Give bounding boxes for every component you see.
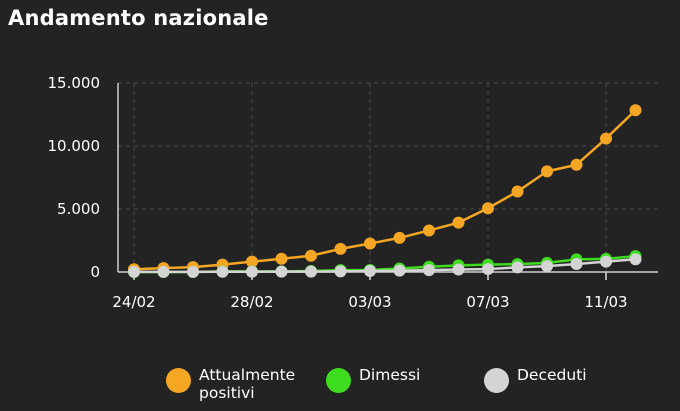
data-point-deceduti	[511, 261, 524, 274]
legend-swatch-deceduti	[484, 368, 509, 393]
legend-swatch-attualmente-positivi	[166, 368, 191, 393]
data-point-deceduti	[275, 265, 288, 278]
data-point-deceduti	[187, 265, 199, 278]
legend-item-dimessi[interactable]: Dimessi	[326, 366, 420, 393]
data-point-attualmente-positivi	[482, 202, 494, 215]
x-tick-label: 07/03	[466, 293, 509, 311]
data-point-attualmente-positivi	[600, 132, 612, 145]
data-point-attualmente-positivi	[305, 249, 317, 262]
legend-label-dimessi: Dimessi	[359, 366, 421, 384]
data-point-deceduti	[157, 265, 170, 278]
legend-item-attualmente-positivi[interactable]: Attualmente positivi	[166, 366, 309, 402]
data-point-deceduti	[216, 265, 229, 278]
data-point-attualmente-positivi	[570, 158, 583, 171]
data-point-attualmente-positivi	[452, 216, 465, 229]
series-deceduti	[128, 253, 642, 278]
legend: Attualmente positivi Dimessi Deceduti	[0, 362, 680, 411]
series-attualmente-positivi	[128, 104, 642, 276]
data-point-deceduti	[334, 265, 347, 278]
data-point-deceduti	[452, 263, 465, 276]
series-layer	[128, 104, 642, 278]
data-point-deceduti	[541, 260, 553, 273]
y-tick-label: 10.000	[48, 137, 101, 155]
x-tick-label: 11/03	[584, 293, 627, 311]
data-point-attualmente-positivi	[334, 242, 347, 255]
series-line-attualmente-positivi	[133, 109, 637, 271]
data-point-deceduti	[364, 265, 376, 278]
axis-layer: 15.000 10.000 5.000 0 24/02 28/02 03/03 07/03 11…	[48, 74, 658, 311]
data-point-deceduti	[570, 258, 583, 271]
data-point-deceduti	[246, 265, 258, 278]
grid-layer	[118, 82, 658, 272]
chart-title: Andamento nazionale	[8, 6, 269, 30]
x-tick-label: 28/02	[230, 293, 273, 311]
x-tick-label: 24/02	[112, 293, 155, 311]
data-point-deceduti	[600, 255, 612, 268]
data-point-deceduti	[629, 253, 642, 266]
line-chart: 15.000 10.000 5.000 0 24/02 28/02 03/03 07/03 11…	[48, 74, 658, 311]
y-tick-label: 15.000	[48, 74, 101, 92]
x-tick-label: 03/03	[348, 293, 391, 311]
legend-label-deceduti: Deceduti	[517, 366, 587, 384]
y-tick-label: 0	[90, 263, 100, 281]
data-point-attualmente-positivi	[246, 255, 258, 268]
data-point-attualmente-positivi	[541, 165, 553, 178]
legend-item-deceduti[interactable]: Deceduti	[484, 366, 587, 393]
data-point-attualmente-positivi	[275, 252, 288, 265]
data-point-deceduti	[482, 263, 494, 276]
data-point-attualmente-positivi	[511, 185, 524, 198]
data-point-attualmente-positivi	[423, 224, 435, 237]
data-point-attualmente-positivi	[629, 104, 642, 117]
data-point-attualmente-positivi	[364, 237, 376, 250]
data-point-deceduti	[128, 265, 140, 278]
legend-label-attualmente-positivi: Attualmente positivi	[199, 366, 296, 402]
y-tick-label: 5.000	[57, 200, 100, 218]
data-point-deceduti	[305, 265, 317, 278]
legend-swatch-dimessi	[326, 368, 351, 393]
data-point-deceduti	[393, 264, 406, 277]
data-point-deceduti	[423, 264, 435, 277]
data-point-attualmente-positivi	[393, 231, 406, 244]
